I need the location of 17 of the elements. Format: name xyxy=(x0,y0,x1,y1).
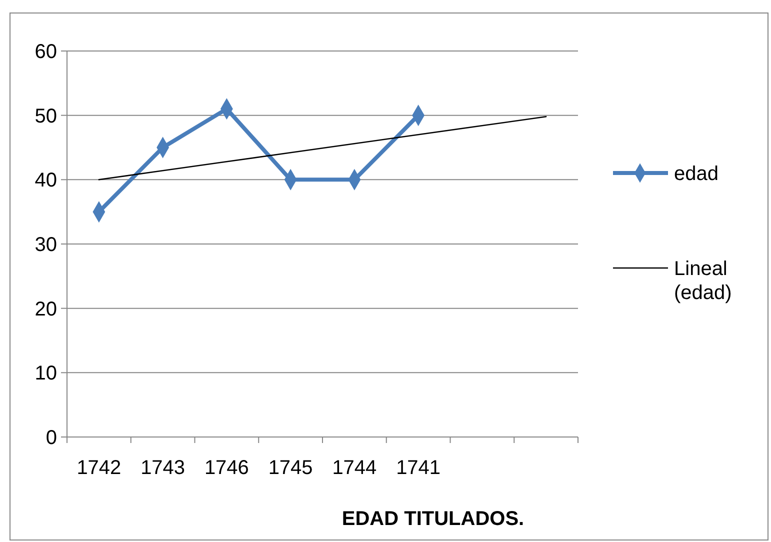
y-tick-label: 10 xyxy=(34,362,57,385)
y-tick-label: 0 xyxy=(46,427,57,449)
y-tick-label: 60 xyxy=(34,41,57,63)
text: EDAD TITULADOS. xyxy=(342,508,524,530)
x-tick-label: 1746 xyxy=(204,457,249,479)
x-tick-label: 1741 xyxy=(396,457,441,479)
legend-label: edad xyxy=(674,163,718,185)
y-tick-label: 20 xyxy=(34,298,57,320)
x-tick-label: 1744 xyxy=(332,457,377,479)
y-tick-label: 40 xyxy=(34,170,57,192)
x-tick-label: 1745 xyxy=(268,457,313,479)
line-series xyxy=(98,116,547,180)
y-tick-label: 30 xyxy=(34,234,57,256)
legend-label: Lineal (edad) xyxy=(674,258,732,304)
x-tick-label: 1743 xyxy=(140,457,186,479)
x-tick-label: 1742 xyxy=(76,457,122,479)
y-tick-label: 50 xyxy=(34,105,57,128)
